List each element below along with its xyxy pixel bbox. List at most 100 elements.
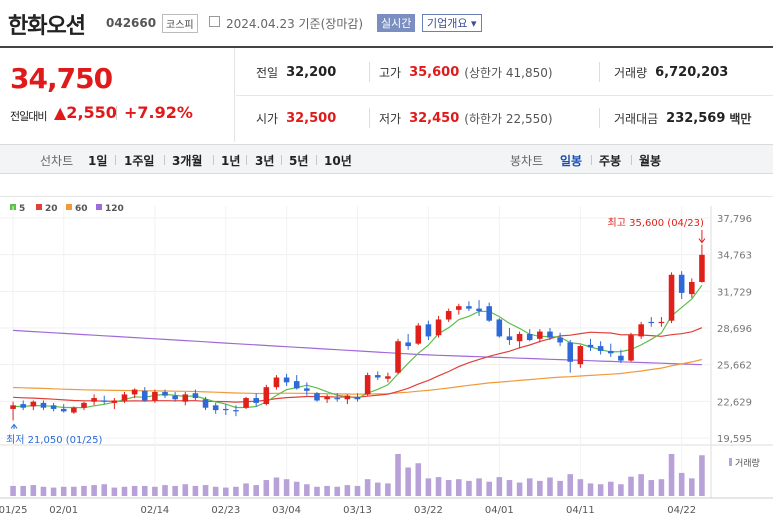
candle-body (547, 331, 553, 338)
change-label: 전일대비 (10, 110, 47, 123)
candle-body (354, 396, 361, 400)
divider (164, 155, 165, 165)
volume-bar (91, 485, 97, 496)
low-annotation: 최저 21,050 (01/25) (6, 434, 102, 446)
x-tick-label: 02/01 (49, 505, 78, 516)
tab-daily[interactable]: 일봉 (560, 154, 583, 168)
volume-bar (638, 474, 644, 496)
tab-monthly[interactable]: 월봉 (639, 154, 662, 168)
volume-label: 거래량 (735, 457, 760, 469)
y-tick-label: 37,796 (717, 214, 752, 225)
candle-body (395, 341, 401, 373)
candle-body (212, 405, 219, 411)
volume-bar (354, 485, 361, 496)
candle-body (20, 404, 26, 408)
candle-body (293, 381, 300, 389)
candle-body (628, 335, 634, 361)
legend-swatch-ma20 (36, 204, 42, 210)
tab-1day[interactable]: 1일 (88, 154, 108, 168)
candle-body (182, 394, 189, 402)
volume-bar (111, 487, 118, 496)
volume-bar (273, 477, 280, 496)
header-divider (0, 46, 773, 48)
divider (591, 155, 592, 165)
realtime-button[interactable]: 실시간 (377, 14, 416, 32)
candle-body (10, 405, 16, 409)
stock-chart[interactable]: 5 20 60 120 37,796 34,763 31,729 28,696 25,662 22… (0, 196, 773, 532)
candle-chart-label: 봉차트 (510, 154, 544, 168)
volume-bar (283, 479, 290, 496)
volume-bar (516, 482, 523, 496)
volume-bar (425, 478, 432, 496)
tab-10year[interactable]: 10년 (324, 154, 352, 168)
legend-label-ma120: 120 (105, 204, 124, 214)
quote-date: 2024.04.23 기준(장마감) (226, 17, 364, 31)
tab-1year[interactable]: 1년 (221, 154, 241, 168)
volume-bar (405, 467, 411, 496)
volume-bar (658, 479, 665, 496)
candle-body (638, 324, 644, 337)
candle-body (374, 375, 381, 378)
legend-swatch-ma120 (96, 204, 102, 210)
x-tick-label: 03/04 (272, 505, 301, 516)
stat-label: 고가 (379, 65, 402, 80)
volume-bar (486, 481, 492, 496)
volume-bar (699, 455, 705, 496)
chart-period-tabs: 선차트 1일 1주일 3개월 1년 3년 5년 10년 봉차트 일봉 주봉 월봉 (0, 144, 773, 174)
stat-label: 시가 (256, 111, 279, 126)
candle-body (121, 394, 128, 401)
candle-body (233, 410, 239, 412)
volume-bar (385, 483, 391, 496)
volume-bar (678, 472, 685, 496)
candle-body (334, 398, 341, 400)
volume-bar (40, 486, 47, 496)
tab-weekly[interactable]: 주봉 (599, 154, 622, 168)
stat-label: 거래대금 (614, 111, 659, 126)
stat-amount: 거래대금 232,569 백만 (614, 106, 751, 130)
candle-body (364, 375, 371, 395)
divider (369, 62, 370, 82)
current-price-panel: 34,750 전일대비 ▲2,550 +7.92% (0, 48, 235, 142)
x-tick-label: 02/23 (211, 505, 240, 516)
candle-body (141, 390, 148, 401)
tab-1week[interactable]: 1주일 (124, 154, 155, 168)
x-tick-label: 03/22 (414, 505, 443, 516)
x-tick-label: 04/22 (667, 505, 696, 516)
volume-bar (364, 479, 371, 496)
stat-value: 232,569 (666, 110, 726, 126)
tab-5year[interactable]: 5년 (289, 154, 309, 168)
candle-body (668, 274, 675, 321)
volume-bar (243, 483, 249, 496)
candle-body (152, 392, 158, 401)
x-tick-label: 04/11 (566, 505, 595, 516)
divider (246, 155, 247, 165)
stat-open: 시가 32,500 (256, 106, 336, 130)
stat-label: 거래량 (614, 65, 648, 80)
volume-bar (324, 485, 330, 496)
candle-body (466, 306, 472, 309)
candle-body (699, 254, 705, 283)
y-tick-label: 25,662 (717, 361, 752, 372)
tab-3month[interactable]: 3개월 (172, 154, 203, 168)
volume-bar (607, 481, 614, 496)
candle-body (50, 405, 57, 409)
stock-code: 042660 (106, 16, 157, 30)
y-tick-label: 22,629 (717, 397, 752, 408)
volume-bar (445, 480, 452, 496)
volume-bar (587, 483, 594, 496)
volume-bar (192, 485, 199, 496)
volume-bar (152, 486, 158, 496)
company-info-dropdown[interactable]: 기업개요 ▾ (422, 14, 482, 32)
tab-3year[interactable]: 3년 (255, 154, 275, 168)
volume-bar (334, 486, 341, 496)
divider (316, 155, 317, 165)
volume-bar (496, 477, 503, 496)
legend-swatch-ma60 (66, 204, 72, 210)
candle-body (202, 399, 209, 408)
amount-unit: 백만 (729, 111, 752, 126)
candle-body (81, 402, 87, 408)
volume-bar (304, 484, 310, 496)
volume-bar (547, 477, 553, 496)
stock-header: 한화오션 042660 코스피 2024.04.23 기준(장마감) 실시간 기… (0, 0, 773, 46)
x-tick-label: 04/01 (485, 505, 514, 516)
